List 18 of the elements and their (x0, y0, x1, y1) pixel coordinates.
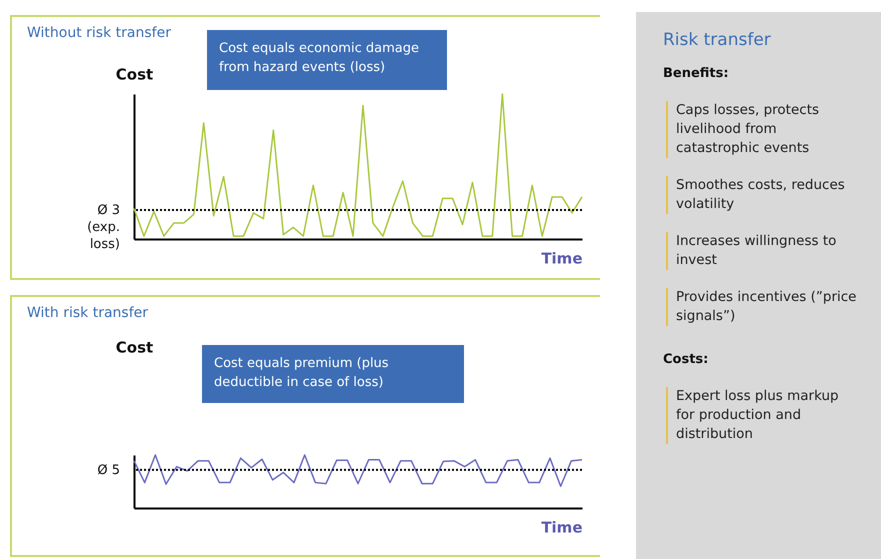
x-axis-title: Time (541, 518, 582, 536)
y-axis-title: Cost (116, 338, 154, 356)
text: Smoothes costs, reduces volatility (666, 176, 861, 214)
text: Cost equals economic damage from hazard events (loss) (207, 30, 447, 90)
text: Increases willingness to invest (666, 232, 861, 270)
chart-title: With risk transfer (27, 305, 148, 321)
text: Caps losses, protects livelihood from catastrophic events (666, 101, 861, 158)
y-axis-title: Cost (116, 66, 154, 84)
ref-line-label: Ø 3 (exp. loss) (87, 203, 120, 252)
chart-title: Without risk transfer (27, 25, 171, 41)
text: Expert loss plus markup for production and distribution (666, 387, 861, 444)
text: Costs: (663, 352, 710, 367)
text: Risk transfer (663, 30, 772, 50)
text: Cost equals premium (plus deductible in case of loss) (202, 345, 464, 403)
ref-line-label: Ø 5 (97, 462, 120, 478)
text: Provides incentives (”price signals”) (666, 288, 861, 326)
text: Benefits: (663, 66, 730, 81)
x-axis-title: Time (541, 250, 582, 268)
